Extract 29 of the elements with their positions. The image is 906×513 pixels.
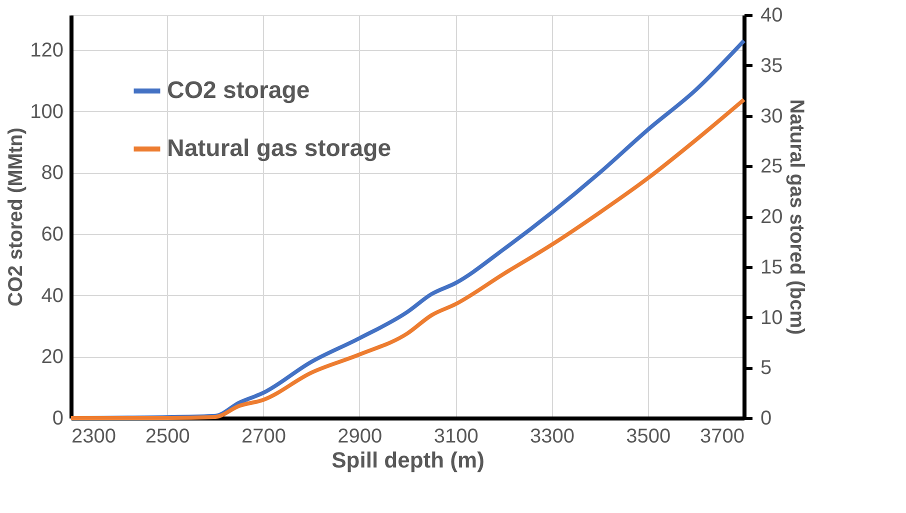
x-tick-label: 3500 (626, 426, 671, 448)
y-tick-label: 0 (52, 408, 64, 430)
y-tick-label: 120 (30, 39, 64, 62)
y-axis-title: CO2 stored (MMtn) (5, 128, 28, 306)
y2-tick-label: 35 (760, 54, 783, 77)
y-tick-label: 20 (41, 346, 64, 368)
x-tick-label: 2700 (242, 426, 286, 448)
x-tick-label: 2500 (145, 426, 190, 448)
y-tick-label: 80 (41, 162, 64, 184)
y2-tick-label: 0 (760, 408, 772, 430)
y2-tick-label: 15 (760, 256, 783, 278)
y2-axis-title: Natural gas stored (bcm) (786, 99, 808, 335)
y-tick-label: 60 (41, 223, 64, 246)
y2-tick-label: 40 (760, 4, 783, 26)
y2-tick-label: 10 (760, 306, 783, 329)
x-tick-label: 3100 (434, 426, 478, 448)
y2-tick-label: 20 (760, 206, 783, 228)
y2-tick-label: 30 (760, 105, 783, 128)
x-tick-label: 2900 (338, 426, 382, 448)
y2-tick-label: 5 (760, 357, 772, 380)
x-tick-label: 3700 (700, 426, 744, 448)
x-tick-label: 3300 (530, 426, 574, 448)
x-tick-label: 2300 (72, 426, 116, 448)
legend-label: Natural gas storage (167, 135, 392, 162)
legend-label: CO2 storage (167, 77, 310, 104)
x-axis-title: Spill depth (m) (332, 448, 484, 472)
y-tick-label: 40 (41, 284, 64, 307)
y2-tick-label: 25 (760, 156, 783, 178)
y-tick-label: 100 (30, 100, 64, 123)
